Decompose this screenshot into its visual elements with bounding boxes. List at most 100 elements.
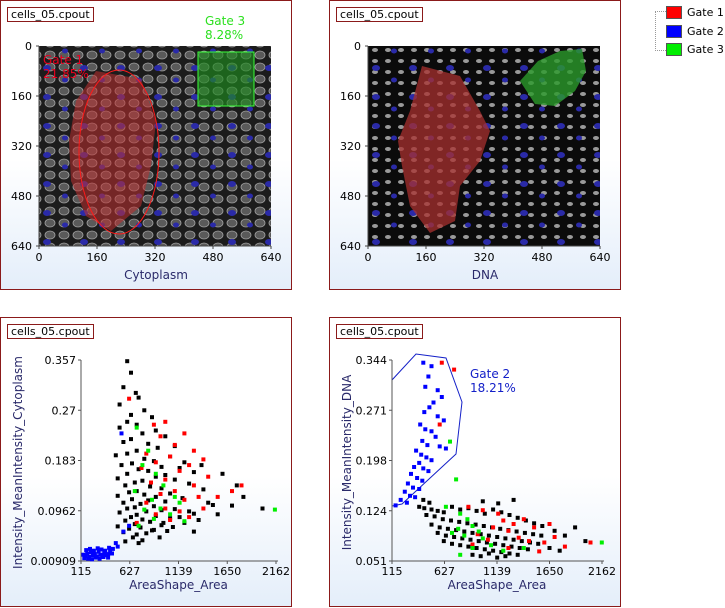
data-point <box>260 506 265 511</box>
data-point <box>191 511 196 516</box>
data-point <box>113 541 118 546</box>
data-point <box>196 518 201 522</box>
data-point <box>491 548 496 553</box>
data-point <box>507 513 512 517</box>
data-point <box>435 508 440 513</box>
panel-title: cells_05.cpout <box>7 324 94 339</box>
data-point <box>393 503 398 508</box>
data-point <box>398 497 403 502</box>
data-point <box>478 554 483 559</box>
data-point <box>537 549 542 554</box>
data-point <box>441 539 446 544</box>
data-point <box>150 497 154 502</box>
data-point <box>421 466 426 471</box>
data-point <box>125 419 130 424</box>
image-panel-cytoplasm: 0 160 320 480 640 0 160 320 480 640 cells_05.cpou… <box>0 0 292 290</box>
legend-label: Gate 1 <box>687 5 724 19</box>
data-point <box>142 408 147 413</box>
data-point <box>423 427 428 432</box>
data-point <box>139 466 144 470</box>
data-point <box>170 525 175 529</box>
data-point <box>480 499 485 504</box>
data-point <box>153 474 158 479</box>
data-point <box>452 367 457 372</box>
data-point <box>121 529 126 534</box>
legend-item-gate2[interactable]: Gate 2 <box>666 24 724 38</box>
x-axis-label: AreaShape_Area <box>129 578 228 592</box>
data-point <box>547 546 552 550</box>
data-point <box>129 515 133 520</box>
data-point <box>457 519 462 524</box>
data-point <box>168 518 173 522</box>
data-point <box>191 529 196 534</box>
data-point <box>527 539 531 544</box>
data-point <box>506 528 511 533</box>
legend-item-gate1[interactable]: Gate 1 <box>666 5 724 19</box>
data-point <box>531 532 536 537</box>
data-point <box>573 525 578 530</box>
data-point <box>132 480 137 485</box>
data-point <box>501 543 506 548</box>
x-tick-label: 1139 <box>165 565 193 578</box>
data-point <box>136 523 141 528</box>
data-point <box>136 541 141 546</box>
data-point <box>426 469 431 474</box>
data-point <box>113 453 118 458</box>
data-point <box>514 529 519 534</box>
y-tick-label: 0.00909 <box>31 555 77 568</box>
data-point <box>163 434 168 439</box>
y-tick-label: 320 <box>11 140 32 153</box>
data-point <box>163 473 168 477</box>
scatter-plot-dna: 115 627 1139 1650 2162 0.051 0.124 0.198 0.271 0.… <box>340 353 616 592</box>
legend-item-gate3[interactable]: Gate 3 <box>666 42 724 56</box>
data-point <box>101 555 106 559</box>
data-point <box>562 533 567 538</box>
data-point <box>123 483 128 488</box>
data-point <box>121 440 126 444</box>
data-point <box>96 549 101 554</box>
data-point <box>177 468 182 473</box>
data-point <box>470 524 475 528</box>
data-point <box>432 514 437 519</box>
data-point <box>420 478 425 483</box>
data-point <box>134 512 139 517</box>
cytoplasm-plot: 0 160 320 480 640 0 160 320 480 640 <box>11 40 282 264</box>
data-point <box>187 515 192 520</box>
data-point <box>230 489 234 494</box>
x-tick-label: 627 <box>434 565 455 578</box>
series-gate-3 <box>443 439 604 557</box>
data-point <box>475 532 480 537</box>
data-point <box>435 414 440 419</box>
data-point <box>424 513 429 517</box>
data-point <box>599 540 604 545</box>
data-point <box>482 511 487 516</box>
gate-legend: Gate 1 Gate 2 Gate 3 <box>655 5 725 57</box>
panel-title: cells_05.cpout <box>336 324 423 339</box>
data-point <box>489 543 493 548</box>
data-point <box>272 507 277 512</box>
data-point <box>421 360 426 365</box>
data-point <box>450 530 454 535</box>
y-tick-label: 160 <box>340 90 361 103</box>
data-point <box>517 546 522 550</box>
data-point <box>480 508 485 513</box>
data-point <box>153 512 158 517</box>
data-point <box>419 452 424 457</box>
data-point <box>187 481 192 486</box>
data-point <box>144 531 149 536</box>
data-point <box>107 545 112 550</box>
data-point <box>130 461 134 466</box>
data-point <box>474 508 479 513</box>
y-tick-label: 160 <box>11 90 32 103</box>
series-gate-1 <box>127 396 244 525</box>
data-point <box>458 511 463 516</box>
data-point <box>146 468 151 473</box>
data-point <box>435 388 440 393</box>
data-point <box>417 487 422 491</box>
data-point <box>441 418 446 423</box>
data-point <box>136 395 141 400</box>
y-axis-label: Intensity_MeanIntensity_Cytoplasm <box>11 356 25 569</box>
data-point <box>417 460 422 465</box>
y-tick-label: 0.0962 <box>38 505 77 518</box>
data-point <box>177 515 182 520</box>
